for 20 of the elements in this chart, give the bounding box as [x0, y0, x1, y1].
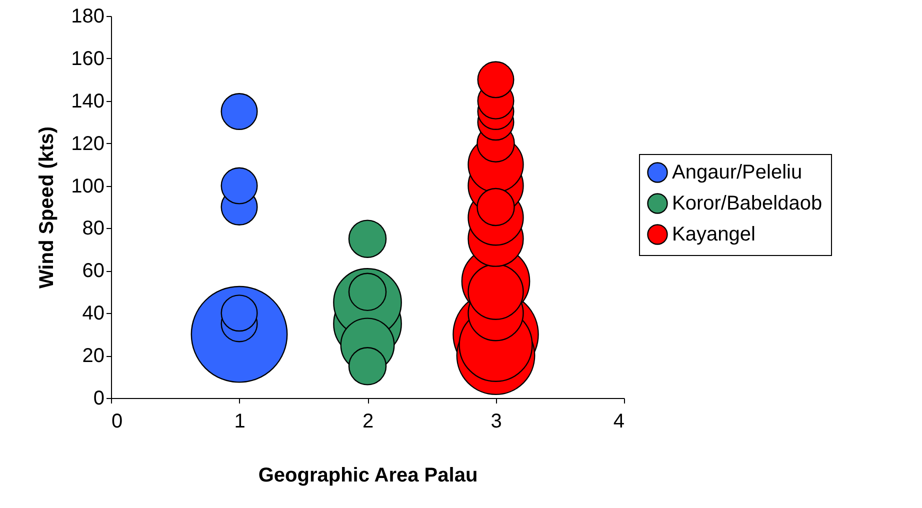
y-tick-label: 40: [82, 302, 104, 325]
y-tick-label: 160: [71, 48, 104, 70]
y-tick-label: 100: [71, 175, 104, 198]
legend-label: Koror/Babeldaob: [672, 192, 822, 214]
y-tick-label: 180: [71, 6, 104, 28]
y-tick-label: 120: [71, 132, 104, 155]
y-tick-label: 60: [82, 260, 104, 282]
legend-label: Kayangel: [672, 224, 756, 246]
x-axis-title: Geographic Area Palau: [258, 464, 478, 486]
y-axis-title: Wind Speed (kts): [36, 126, 58, 289]
y-tick-label: 140: [71, 90, 104, 112]
x-tick-label: 2: [362, 410, 374, 432]
x-tick-label: 0: [112, 410, 123, 432]
y-tick-label: 20: [82, 345, 104, 368]
y-tick-label: 0: [93, 388, 104, 410]
x-tick-label: 1: [234, 410, 246, 432]
x-tick-label: 3: [490, 410, 502, 432]
legend-label: Angaur/Peleliu: [672, 162, 802, 184]
y-tick-label: 80: [82, 218, 104, 240]
x-tick-label: 4: [613, 410, 624, 432]
